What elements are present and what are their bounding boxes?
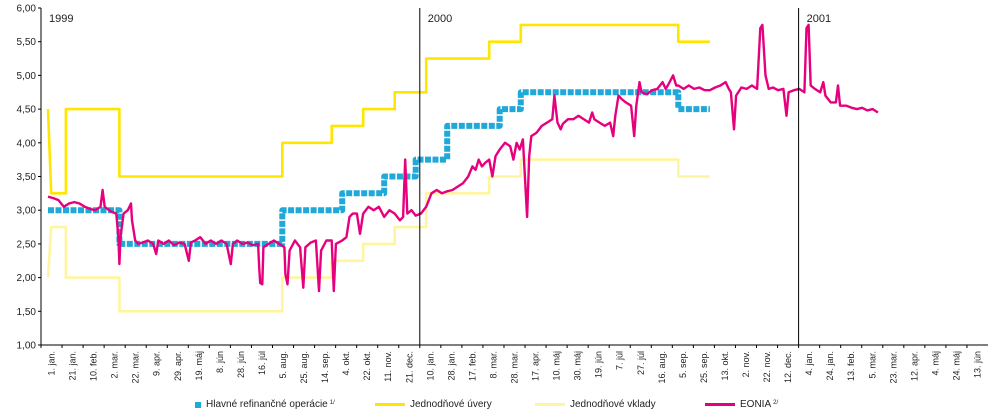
x-tick-label: 23. mar. bbox=[888, 351, 898, 384]
legend-item-refinancing: Hlavné refinančné operácie 1/ bbox=[195, 399, 335, 410]
x-tick-label: 25. aug. bbox=[299, 351, 309, 384]
x-tick-label: 29. apr. bbox=[173, 351, 183, 381]
legend-swatch-refinancing bbox=[195, 401, 201, 408]
x-tick-label: 10. feb. bbox=[89, 351, 99, 381]
x-tick-label: 27. júl bbox=[636, 351, 646, 375]
x-tick-label: 13. jún bbox=[972, 351, 982, 378]
year-label: 2000 bbox=[428, 13, 452, 25]
x-tick-label: 5. sep. bbox=[678, 351, 688, 378]
x-tick-label: 12. dec. bbox=[783, 351, 793, 383]
x-tick-label: 5. aug. bbox=[278, 351, 288, 379]
y-tick-label: 2,50 bbox=[17, 239, 37, 250]
x-tick-label: 21. dec. bbox=[404, 351, 414, 383]
x-tick-label: 4. okt. bbox=[341, 351, 351, 376]
legend: Hlavné refinančné operácie 1/ Jednodňové… bbox=[0, 399, 988, 416]
x-tick-label: 5. mar. bbox=[867, 351, 877, 379]
x-tick-label: 8. mar. bbox=[488, 351, 498, 379]
x-tick-label: 24. máj bbox=[951, 351, 961, 381]
x-tick-label: 2. nov. bbox=[741, 351, 751, 377]
x-tick-label: 4. máj bbox=[930, 351, 940, 376]
legend-label-eonia: EONIA bbox=[740, 399, 772, 410]
x-tick-label: 7. júl bbox=[615, 351, 625, 370]
y-tick-label: 1,50 bbox=[17, 307, 37, 318]
y-tick-label: 3,00 bbox=[17, 206, 37, 217]
x-tick-label: 28. jan. bbox=[446, 351, 456, 381]
x-tick-label: 4. jan. bbox=[804, 351, 814, 376]
y-tick-label: 3,50 bbox=[17, 172, 37, 183]
legend-swatch-eonia bbox=[705, 403, 735, 406]
x-tick-label: 1. jan. bbox=[47, 351, 57, 376]
x-tick-label: 19. jún bbox=[594, 351, 604, 378]
legend-swatch-lending bbox=[375, 403, 405, 406]
legend-swatch-deposit bbox=[535, 403, 565, 406]
legend-item-deposit: Jednodňové vklady bbox=[535, 399, 656, 410]
x-tick-label: 22. nov. bbox=[762, 351, 772, 382]
y-tick-label: 4,00 bbox=[17, 138, 37, 149]
series-line-3 bbox=[47, 23, 879, 293]
x-tick-label: 14. sep. bbox=[320, 351, 330, 383]
year-label: 2001 bbox=[807, 13, 831, 25]
x-tick-label: 16. aug. bbox=[657, 351, 667, 384]
labels-layer: 6,00 5,50 5,00 4,50 4,00 3,50 3,00 2,50 2,00 1,50… bbox=[17, 4, 983, 384]
x-tick-label: 8. jún bbox=[215, 351, 225, 373]
x-tick-label: 28. mar. bbox=[510, 351, 520, 384]
series-line-1 bbox=[46, 23, 710, 195]
x-tick-label: 16. júl bbox=[257, 351, 267, 375]
y-tick-label: 4,50 bbox=[17, 105, 37, 116]
x-tick-label: 13. okt. bbox=[720, 351, 730, 381]
x-tick-label: 28. jún bbox=[236, 351, 246, 378]
x-tick-label: 25. sep. bbox=[699, 351, 709, 383]
y-tick-label: 5,50 bbox=[17, 37, 37, 48]
x-tick-label: 9. apr. bbox=[152, 351, 162, 376]
legend-label-lending: Jednodňové úvery bbox=[410, 399, 492, 410]
x-tick-label: 19. máj bbox=[194, 351, 204, 381]
series-line-0 bbox=[48, 89, 710, 247]
x-tick-label: 22. okt. bbox=[362, 351, 372, 381]
y-tick-label: 1,00 bbox=[17, 341, 37, 352]
legend-item-lending: Jednodňové úvery bbox=[375, 399, 492, 410]
legend-label-deposit: Jednodňové vklady bbox=[570, 399, 656, 410]
x-tick-label: 10. jan. bbox=[425, 351, 435, 381]
x-tick-label: 24. jan. bbox=[825, 351, 835, 381]
x-tick-label: 21. jan. bbox=[68, 351, 78, 381]
x-tick-label: 10. máj bbox=[552, 351, 562, 381]
chart-canvas: 6,00 5,50 5,00 4,50 4,00 3,50 3,00 2,50 2,00 1,50… bbox=[17, 4, 988, 384]
legend-note-refinancing: 1/ bbox=[329, 399, 335, 406]
legend-label-refinancing: Hlavné refinančné operácie bbox=[206, 399, 328, 410]
x-tick-label: 22. mar. bbox=[131, 351, 141, 384]
x-tick-label: 17. apr. bbox=[531, 351, 541, 381]
year-label: 1999 bbox=[49, 13, 73, 25]
x-tick-label: 11. nov. bbox=[383, 351, 393, 382]
series-line-2 bbox=[46, 158, 710, 313]
x-tick-label: 30. máj bbox=[573, 351, 583, 381]
y-tick-label: 5,00 bbox=[17, 71, 37, 82]
x-tick-label: 12. apr. bbox=[909, 351, 919, 381]
legend-note-eonia: 2/ bbox=[773, 399, 779, 406]
axes-layer bbox=[38, 7, 988, 348]
legend-item-eonia: EONIA 2/ bbox=[705, 399, 778, 410]
series-layer bbox=[46, 23, 879, 313]
y-tick-label: 2,00 bbox=[17, 273, 37, 284]
y-tick-label: 6,00 bbox=[17, 4, 37, 15]
x-tick-label: 2. mar. bbox=[110, 351, 120, 379]
x-tick-label: 17. feb. bbox=[467, 351, 477, 381]
x-tick-label: 13. feb. bbox=[846, 351, 856, 381]
